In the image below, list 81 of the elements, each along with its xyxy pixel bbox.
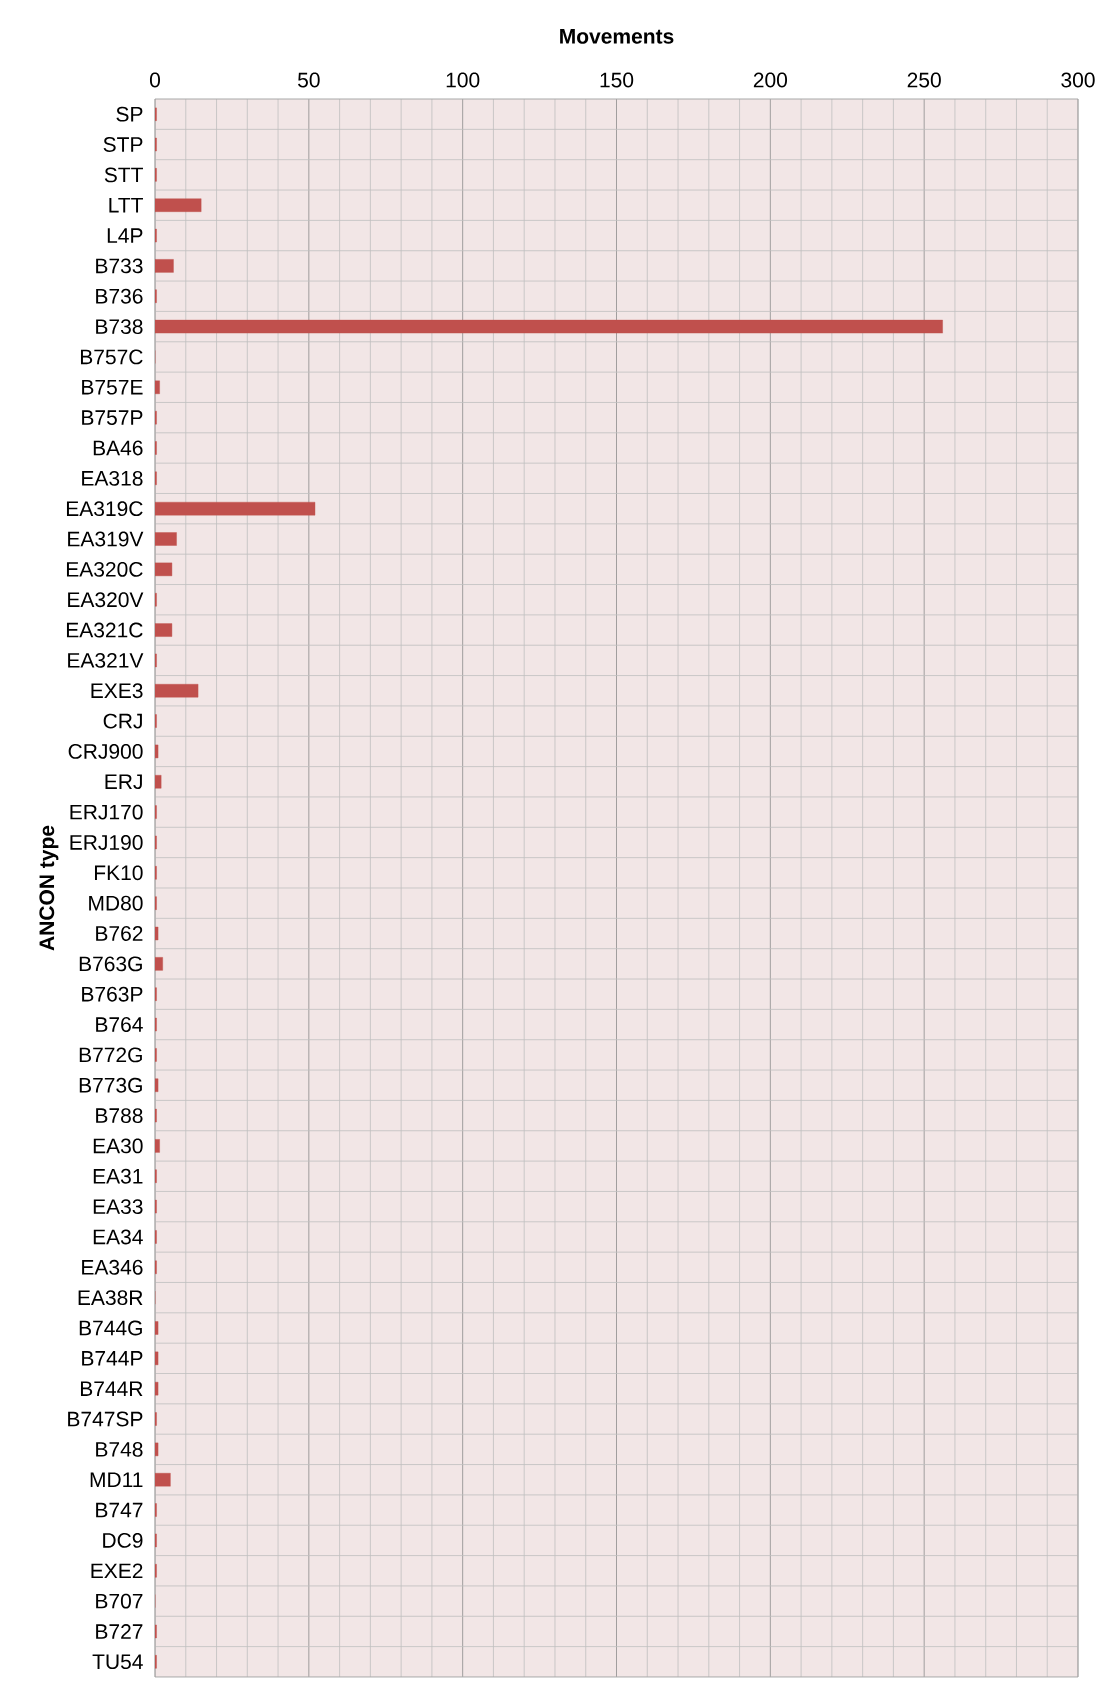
- y-tick-label: B763P: [82, 986, 143, 1002]
- bar: [155, 926, 159, 941]
- x-axis-title: Movements: [560, 29, 674, 44]
- y-tick-label: STP: [103, 137, 143, 152]
- bar: [155, 1381, 159, 1396]
- y-tick-label: EA31: [93, 1168, 143, 1184]
- y-tick-label: CRJ: [103, 713, 142, 729]
- y-tick-label: EA34: [93, 1229, 143, 1245]
- y-tick-label: B764: [96, 1017, 143, 1032]
- y-tick-label: EA320V: [68, 592, 144, 608]
- x-tick-label: 150: [600, 72, 634, 88]
- y-tick-label: B763G: [79, 956, 142, 972]
- y-tick-label: STT: [104, 167, 143, 183]
- x-tick-label: 0: [149, 72, 161, 88]
- bar: [155, 775, 162, 789]
- x-tick-label: 50: [298, 72, 320, 88]
- x-tick-label: 200: [753, 72, 788, 88]
- y-tick-label: ERJ190: [70, 835, 143, 850]
- bar: [155, 684, 199, 698]
- y-tick-label: B707: [96, 1593, 143, 1609]
- y-tick-label: B747SP: [68, 1411, 143, 1427]
- y-tick-label: TU54: [92, 1654, 143, 1670]
- y-tick-label: EXE2: [91, 1563, 143, 1579]
- bar: [155, 259, 174, 273]
- y-tick-label: B747: [96, 1502, 143, 1518]
- y-tick-label: B762: [96, 926, 143, 941]
- y-tick-label: ERJ170: [70, 804, 143, 820]
- y-tick-label: B744P: [82, 1351, 143, 1366]
- bar: [155, 1442, 159, 1457]
- y-tick-label: B757E: [82, 379, 143, 395]
- y-tick-label: B757C: [80, 349, 143, 365]
- bar: [155, 1078, 159, 1092]
- y-tick-label: CRJ900: [68, 743, 143, 759]
- y-tick-label: B727: [96, 1624, 143, 1639]
- bar: [155, 623, 173, 637]
- bar: [155, 1139, 160, 1153]
- y-tick-label: FK10: [95, 865, 143, 881]
- y-tick-label: EA320C: [66, 561, 143, 577]
- bar: [155, 380, 160, 394]
- y-tick-label: B733: [96, 258, 143, 274]
- y-tick-label: B736: [96, 288, 143, 304]
- y-tick-label: B748: [96, 1441, 143, 1457]
- bar: [155, 319, 943, 334]
- bar: [155, 501, 316, 516]
- y-tick-label: EA321V: [68, 652, 144, 668]
- y-tick-label: B744G: [79, 1320, 142, 1336]
- bar: [155, 1473, 171, 1487]
- y-tick-label: LTT: [109, 197, 143, 213]
- x-tick-label: 100: [446, 72, 480, 88]
- bar: [155, 562, 173, 577]
- y-tick-label: EA318: [82, 470, 143, 486]
- y-tick-label: EA321C: [66, 622, 143, 638]
- y-tick-label: EA346: [82, 1259, 143, 1275]
- y-tick-label: L4P: [107, 228, 143, 243]
- y-tick-label: ERJ: [105, 774, 142, 790]
- bar: [155, 1351, 159, 1366]
- bar: [155, 532, 177, 546]
- bar: [155, 957, 163, 971]
- y-tick-label: SP: [116, 106, 143, 122]
- y-tick-label: EA33: [93, 1199, 143, 1215]
- y-tick-label: MD11: [90, 1472, 143, 1487]
- y-tick-label: B738: [96, 319, 143, 335]
- bar: [155, 744, 159, 759]
- bar: [155, 198, 202, 212]
- y-tick-label: B744R: [80, 1381, 143, 1396]
- y-tick-label: MD80: [89, 895, 143, 911]
- y-tick-label: EA319C: [66, 501, 143, 517]
- y-tick-label: B773G: [79, 1077, 142, 1093]
- y-tick-label: EA38R: [78, 1290, 143, 1306]
- y-tick-label: B772G: [79, 1047, 142, 1063]
- bar: [155, 1321, 159, 1335]
- y-tick-label: DC9: [103, 1532, 143, 1548]
- y-tick-label: BA46: [93, 440, 143, 456]
- y-tick-label: EXE3: [91, 683, 143, 699]
- y-tick-label: B757P: [82, 410, 143, 425]
- y-tick-label: EA30: [93, 1138, 143, 1154]
- x-tick-label: 300: [1061, 72, 1095, 88]
- y-tick-label: EA319V: [68, 531, 144, 547]
- y-axis-title: ANCON type: [39, 825, 59, 951]
- x-tick-label: 250: [907, 72, 941, 88]
- y-tick-label: B788: [96, 1108, 143, 1124]
